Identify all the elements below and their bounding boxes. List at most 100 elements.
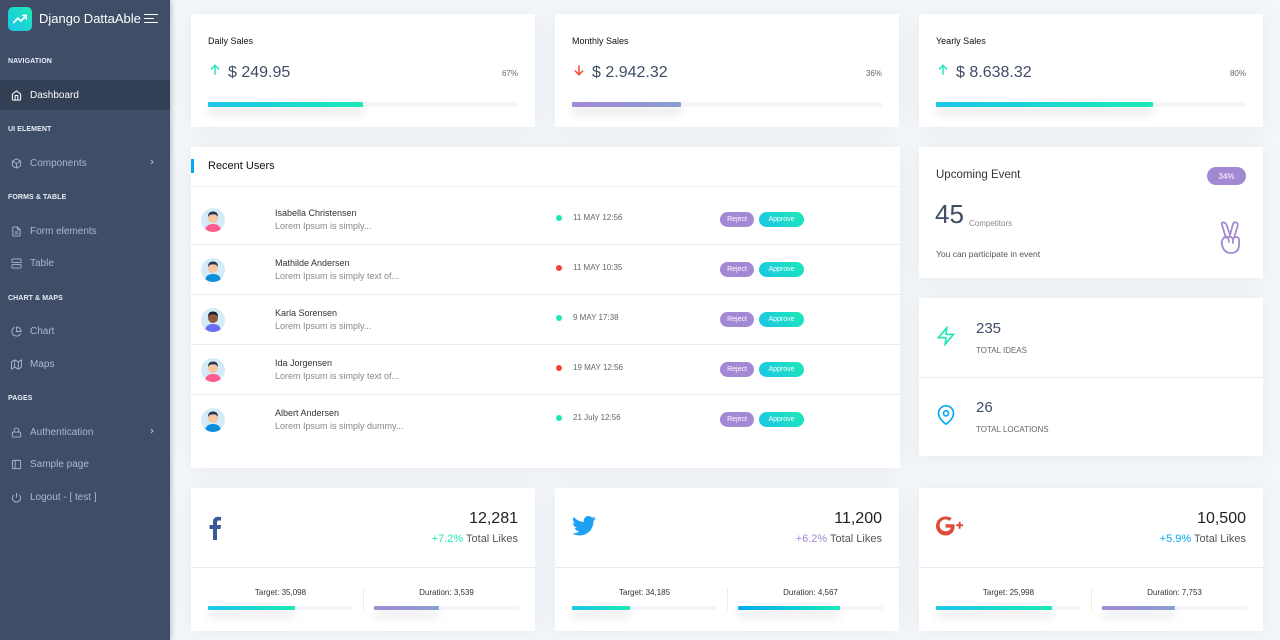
duration-col: Duration: 4,567 <box>738 588 883 597</box>
stat-value: 235 <box>976 320 1002 337</box>
divider <box>1091 588 1092 610</box>
social-change-label: Total Likes <box>1194 533 1246 545</box>
monthly-sales-card: Monthly Sales $ 2.942.32 36% <box>555 14 899 127</box>
user-date: 19 MAY 12:56 <box>573 363 623 372</box>
daily-sales-card: Daily Sales $ 249.95 67% <box>191 14 535 127</box>
sidebar-item-chart[interactable]: Chart <box>0 316 170 346</box>
header-accent-bar <box>191 159 194 173</box>
user-name: Albert Andersen <box>275 408 340 418</box>
avatar <box>201 358 225 382</box>
sidebar-item-label: Logout - [ test ] <box>30 491 97 503</box>
duration-progress-fill <box>1102 606 1175 610</box>
divider <box>727 588 728 610</box>
stat-label: TOTAL LOCATIONS <box>976 425 1049 434</box>
pie-chart-icon <box>10 325 22 337</box>
duration-col: Duration: 7,753 <box>1102 588 1247 597</box>
target-progress <box>572 606 717 610</box>
duration-value: 3,539 <box>453 588 474 597</box>
reject-button[interactable]: Reject <box>720 212 754 227</box>
duration-label: Duration: <box>1147 588 1180 597</box>
user-name: Karla Sorensen <box>275 308 338 318</box>
approve-button[interactable]: Approve <box>759 312 804 327</box>
event-unit: Competitors <box>969 219 1013 228</box>
divider <box>919 377 1263 378</box>
duration-progress <box>374 606 519 610</box>
sidebar-item-components[interactable]: Components <box>0 148 170 178</box>
card-title: Monthly Sales <box>572 36 629 46</box>
social-footer: Target: 34,185 Duration: 4,567 <box>555 567 899 630</box>
target-value: 35,098 <box>281 588 307 597</box>
menu-toggle-icon[interactable] <box>144 13 158 25</box>
brand-name[interactable]: Django DattaAble <box>39 11 141 26</box>
sidebar-item-authentication[interactable]: Authentication <box>0 417 170 447</box>
sidebar-item-form-elements[interactable]: Form elements <box>0 216 170 246</box>
event-desc: You can participate in event <box>936 249 1041 259</box>
price-row: $ 8.638.32 <box>936 62 1032 83</box>
sidebar-item-label: Chart <box>30 325 55 337</box>
target-col: Target: 25,998 <box>936 588 1081 597</box>
user-name: Ida Jorgensen <box>275 358 333 368</box>
sidebar-item-label: Authentication <box>30 426 94 438</box>
reject-button[interactable]: Reject <box>720 412 754 427</box>
target-label: Target: <box>618 588 644 597</box>
sales-progress <box>572 102 882 107</box>
reject-button[interactable]: Reject <box>720 362 754 377</box>
sales-progress-fill <box>572 102 681 107</box>
sidebar-item-label: Components <box>30 157 87 169</box>
stats-card: 235 TOTAL IDEAS 26 TOTAL LOCATIONS <box>919 298 1263 456</box>
status-dot <box>556 315 562 321</box>
avatar <box>201 408 225 432</box>
recent-users-card: Recent Users Isabella Christensen Lorem … <box>191 147 900 468</box>
facebook-card: 12,281 +7.2% Total Likes Target: 35,098 … <box>191 488 535 631</box>
lock-icon <box>10 426 22 438</box>
sidebar-item-logout[interactable]: Logout - [ test ] <box>0 482 170 512</box>
sales-value: $ 2.942.32 <box>592 63 668 81</box>
event-title: Upcoming Event <box>936 169 1021 181</box>
duration-col: Duration: 3,539 <box>374 588 519 597</box>
status-dot <box>556 215 562 221</box>
user-date: 9 MAY 17:38 <box>573 313 619 322</box>
duration-label: Duration: <box>783 588 816 597</box>
duration-progress-fill <box>738 606 840 610</box>
user-name: Isabella Christensen <box>275 208 357 218</box>
event-badge: 34% <box>1207 167 1246 185</box>
price-row: $ 2.942.32 <box>572 62 668 83</box>
price-row: $ 249.95 <box>208 62 290 83</box>
social-change-row: +5.9% Total Likes <box>1160 533 1246 545</box>
stat-label: TOTAL IDEAS <box>976 346 1027 355</box>
approve-button[interactable]: Approve <box>759 212 804 227</box>
table-row: Karla Sorensen Lorem Ipsum is simply... … <box>191 295 900 345</box>
sidebar-item-dashboard[interactable]: Dashboard <box>0 80 170 110</box>
approve-button[interactable]: Approve <box>759 262 804 277</box>
sidebar-item-sample-page[interactable]: Sample page <box>0 449 170 479</box>
sales-progress-fill <box>208 102 363 107</box>
zap-icon <box>936 324 956 351</box>
user-name: Mathilde Andersen <box>275 258 350 268</box>
sidebar-item-maps[interactable]: Maps <box>0 349 170 379</box>
target-col: Target: 35,098 <box>208 588 353 597</box>
target-label: Target: <box>254 588 280 597</box>
recent-users-title: Recent Users <box>208 160 275 172</box>
target-progress <box>936 606 1081 610</box>
recent-users-header: Recent Users <box>191 147 900 187</box>
social-change: +5.9% <box>1159 533 1192 545</box>
table-row: Ida Jorgensen Lorem Ipsum is simply text… <box>191 345 900 395</box>
google-plus-card: 10,500 +5.9% Total Likes Target: 25,998 … <box>919 488 1263 631</box>
reject-button[interactable]: Reject <box>720 262 754 277</box>
nav-caption-chart-maps: CHART & MAPS <box>8 295 63 302</box>
sidebar: Django DattaAble NAVIGATION Dashboard UI… <box>0 0 170 640</box>
target-progress-fill <box>936 606 1052 610</box>
table-row: Mathilde Andersen Lorem Ipsum is simply … <box>191 245 900 295</box>
upcoming-event-card: Upcoming Event 34% 45 Competitors You ca… <box>919 147 1263 278</box>
duration-label: Duration: <box>419 588 452 597</box>
target-progress-fill <box>572 606 630 610</box>
social-value: 10,500 <box>1197 510 1246 527</box>
sidebar-item-table[interactable]: Table <box>0 248 170 278</box>
sales-progress <box>208 102 518 107</box>
stat-value: 26 <box>976 399 993 416</box>
approve-button[interactable]: Approve <box>759 412 804 427</box>
box-icon <box>10 157 22 169</box>
approve-button[interactable]: Approve <box>759 362 804 377</box>
reject-button[interactable]: Reject <box>720 312 754 327</box>
trending-up-icon[interactable] <box>8 6 32 31</box>
